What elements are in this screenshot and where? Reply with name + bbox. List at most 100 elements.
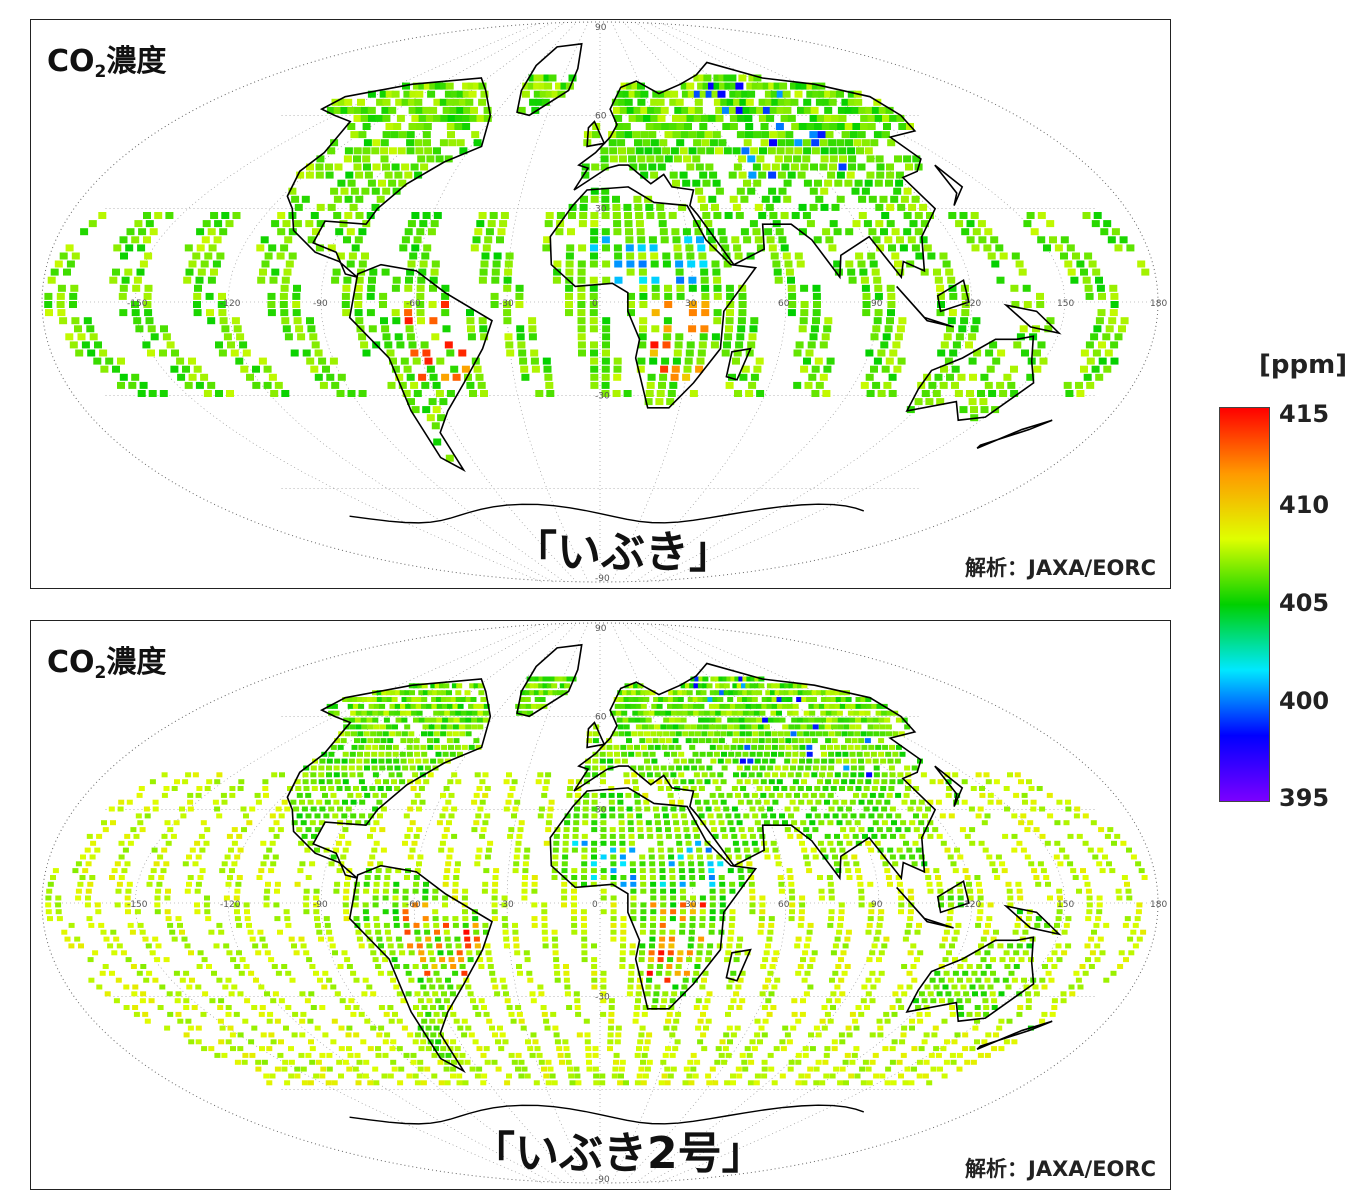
co2-pixel [957,977,963,983]
co2-pixel [921,998,928,1004]
co2-pixel [303,909,310,915]
co2-pixel [887,881,893,887]
co2-pixel [946,373,954,381]
co2-pixel [482,922,489,928]
co2-pixel [822,854,829,860]
co2-pixel [708,82,716,90]
co2-pixel [399,751,406,757]
co2-pixel [821,333,830,341]
co2-pixel [957,1005,964,1010]
co2-pixel [876,957,882,963]
co2-pixel [670,147,679,155]
co2-pixel [895,875,902,880]
co2-pixel [1008,970,1015,976]
co2-pixel [1106,861,1112,867]
co2-pixel [1070,868,1077,874]
co2-pixel [670,888,676,894]
co2-pixel [448,744,454,750]
co2-pixel [1021,792,1028,798]
co2-pixel [697,195,706,203]
co2-pixel [728,690,735,696]
co2-pixel [383,1011,390,1017]
co2-pixel [777,139,786,147]
co2-pixel [185,1018,192,1024]
co2-pixel [601,236,610,244]
co2-pixel [382,731,389,737]
co2-pixel [847,268,856,276]
co2-pixel [1080,349,1089,357]
longitude-label: 90 [871,299,883,309]
co2-pixel [418,786,425,791]
co2-pixel [548,799,555,805]
co2-pixel [994,875,1001,880]
co2-pixel [136,268,145,276]
co2-pixel [379,744,386,750]
co2-pixel [602,244,610,252]
co2-pixel [429,1018,436,1024]
co2-pixel [881,365,890,373]
co2-pixel [958,325,967,333]
co2-pixel [750,147,759,155]
co2-pixel [263,365,272,373]
co2-pixel [1115,888,1122,894]
co2-pixel [825,779,832,785]
co2-pixel [202,220,211,228]
co2-pixel [785,139,794,147]
co2-pixel [696,806,703,812]
co2-pixel [253,977,259,983]
co2-pixel [358,131,367,139]
co2-pixel [816,731,822,737]
co2-pixel [878,738,885,744]
co2-pixel [366,697,373,702]
co2-pixel [985,922,991,928]
co2-pixel [1095,317,1104,325]
co2-pixel [845,1025,852,1031]
co2-pixel [319,806,326,812]
co2-pixel [378,1005,385,1010]
co2-pixel [889,806,896,812]
co2-pixel [661,123,670,130]
co2-pixel [572,833,579,839]
co2-pixel [99,970,106,976]
co2-pixel [697,683,704,689]
co2-pixel [746,82,755,90]
co2-pixel [477,957,484,963]
co2-pixel [815,799,822,805]
co2-pixel [128,381,137,389]
co2-pixel [640,131,649,139]
co2-pixel [818,724,825,730]
co2-pixel [709,139,718,147]
co2-pixel [411,244,420,252]
co2-pixel [881,943,888,949]
co2-pixel [863,751,870,757]
co2-pixel [736,683,743,689]
co2-pixel [477,381,486,389]
co2-pixel [1116,895,1123,901]
co2-pixel [1007,943,1014,949]
co2-pixel [661,806,668,812]
co2-pixel [342,751,349,757]
co2-pixel [874,179,883,187]
co2-pixel [996,276,1005,284]
co2-pixel [706,854,713,860]
co2-pixel [601,390,610,397]
co2-pixel [833,779,840,785]
co2-pixel [909,220,918,228]
co2-pixel [637,357,646,365]
co2-pixel [397,943,404,949]
co2-pixel [1091,220,1100,228]
co2-pixel [467,325,475,333]
co2-pixel [684,833,691,839]
co2-pixel [695,163,704,171]
co2-pixel [357,98,365,106]
co2-pixel [936,309,945,317]
co2-pixel [626,106,635,114]
co2-pixel [476,114,485,122]
co2-pixel [473,792,480,798]
co2-pixel [807,984,814,990]
co2-pixel [674,717,681,723]
co2-pixel [268,1032,275,1038]
co2-pixel [907,916,914,922]
co2-pixel [871,943,878,949]
co2-pixel [864,179,873,187]
